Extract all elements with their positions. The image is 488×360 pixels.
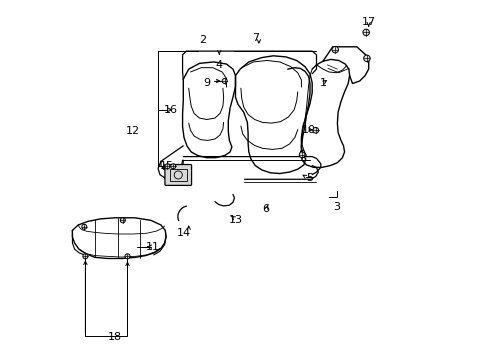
Circle shape — [362, 29, 368, 36]
FancyBboxPatch shape — [164, 165, 191, 185]
Text: 9: 9 — [203, 78, 210, 88]
Circle shape — [170, 164, 175, 169]
Text: 16: 16 — [163, 105, 177, 115]
Circle shape — [164, 164, 170, 169]
Text: 8: 8 — [298, 150, 305, 160]
Text: 3: 3 — [332, 202, 339, 212]
Circle shape — [299, 152, 305, 158]
Text: 7: 7 — [251, 33, 258, 43]
Bar — [169, 169, 186, 181]
Circle shape — [82, 254, 88, 259]
Circle shape — [312, 127, 318, 133]
Text: 17: 17 — [361, 17, 375, 27]
Text: 5: 5 — [305, 173, 312, 183]
Circle shape — [222, 78, 227, 84]
Circle shape — [120, 218, 125, 223]
Text: 12: 12 — [125, 126, 140, 136]
Text: 6: 6 — [262, 204, 269, 214]
Circle shape — [125, 254, 130, 259]
Text: 4: 4 — [215, 60, 223, 70]
Circle shape — [363, 55, 369, 62]
Text: 18: 18 — [108, 332, 122, 342]
Text: 10: 10 — [302, 125, 316, 135]
Text: 15: 15 — [160, 161, 174, 171]
Circle shape — [331, 46, 338, 53]
Text: 11: 11 — [145, 242, 160, 252]
Text: 1: 1 — [320, 78, 326, 88]
Text: 14: 14 — [177, 228, 191, 238]
Circle shape — [81, 224, 87, 229]
Text: 2: 2 — [199, 35, 206, 45]
Text: 13: 13 — [228, 215, 242, 225]
